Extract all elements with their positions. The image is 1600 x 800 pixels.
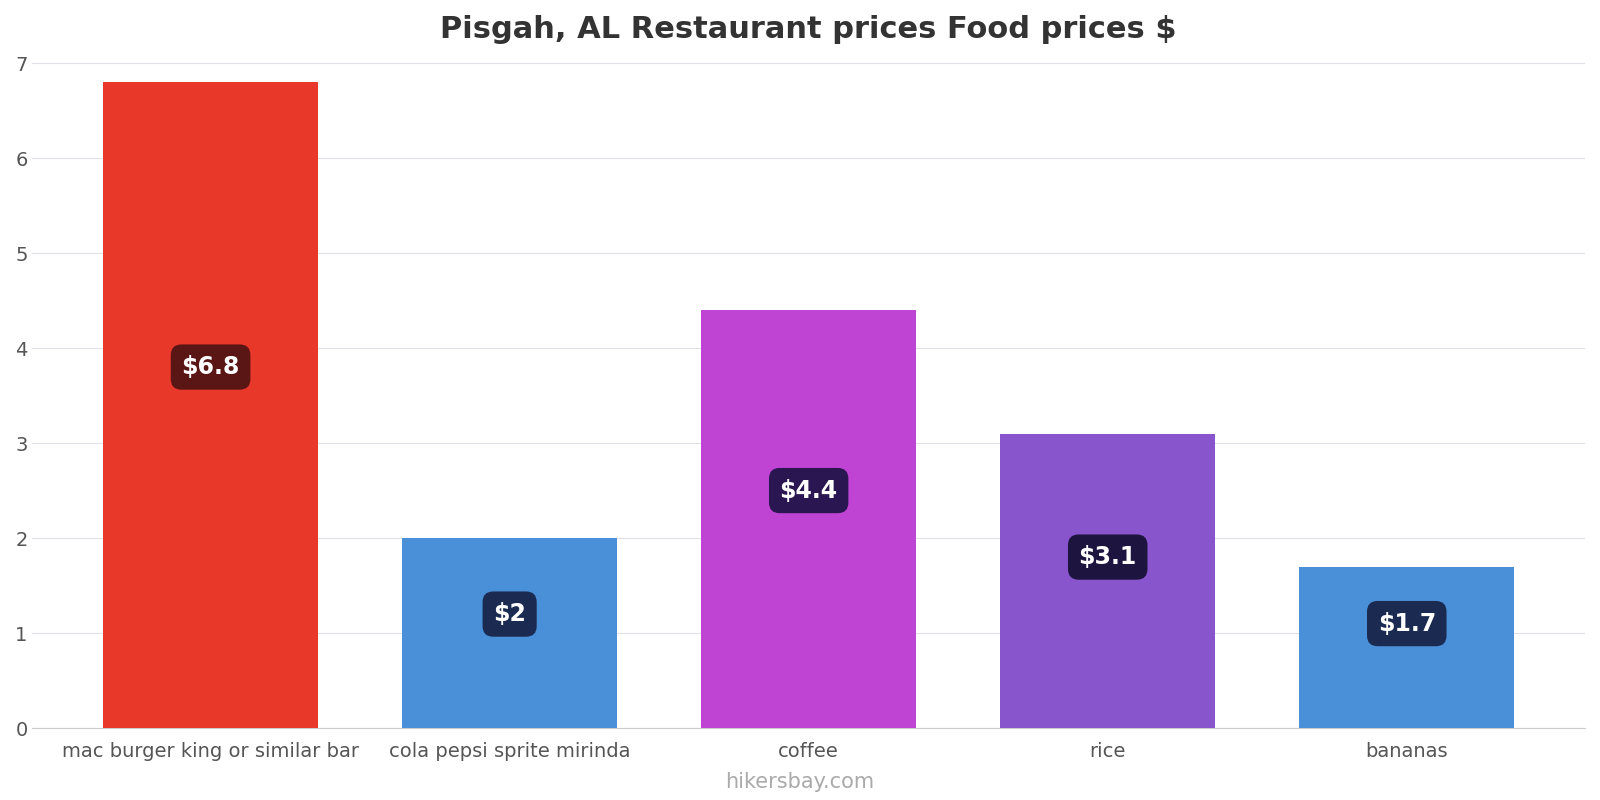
Text: $2: $2 bbox=[493, 602, 526, 626]
Bar bbox=[1299, 566, 1515, 728]
Bar bbox=[402, 538, 618, 728]
Bar bbox=[1000, 434, 1216, 728]
Text: $3.1: $3.1 bbox=[1078, 545, 1138, 569]
Text: hikersbay.com: hikersbay.com bbox=[725, 772, 875, 792]
Text: $4.4: $4.4 bbox=[779, 478, 838, 502]
Text: $1.7: $1.7 bbox=[1378, 611, 1435, 635]
Bar bbox=[701, 310, 917, 728]
Title: Pisgah, AL Restaurant prices Food prices $: Pisgah, AL Restaurant prices Food prices… bbox=[440, 15, 1178, 44]
Bar bbox=[102, 82, 318, 728]
Text: $6.8: $6.8 bbox=[181, 355, 240, 379]
